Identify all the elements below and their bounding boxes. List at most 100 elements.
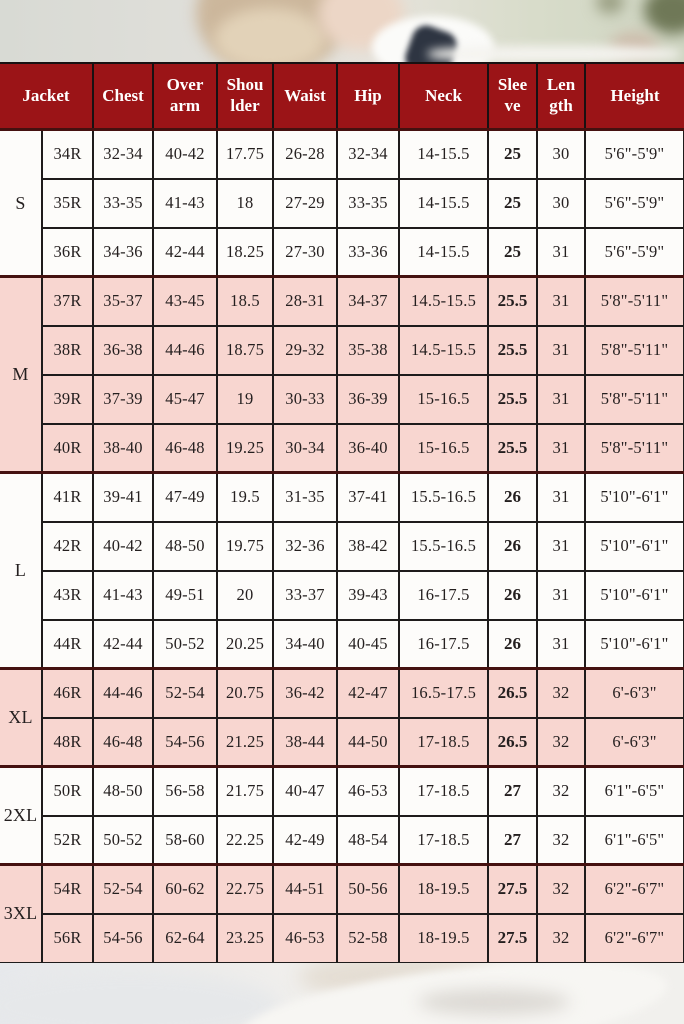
cell-length: 30 — [536, 128, 586, 180]
cell-neck: 14.5-15.5 — [398, 275, 489, 327]
cell-jacket: 56R — [41, 912, 94, 964]
cell-waist: 33-37 — [272, 569, 338, 621]
cell-hip: 50-56 — [336, 863, 400, 915]
cell-hip: 37-41 — [336, 471, 400, 523]
cell-jacket: 48R — [41, 716, 94, 768]
cell-overarm: 44-46 — [152, 324, 218, 376]
cell-jacket: 50R — [41, 765, 94, 817]
cell-shoulder: 19 — [216, 373, 274, 425]
header-row: Jacket Chest Over arm Shou lder Waist — [0, 62, 684, 131]
blurred-foliage-small — [596, 0, 624, 14]
cell-hip: 44-50 — [336, 716, 400, 768]
cell-length: 31 — [536, 324, 586, 376]
cell-waist: 44-51 — [272, 863, 338, 915]
cell-sleeve: 26 — [487, 618, 538, 670]
cell-neck: 17-18.5 — [398, 765, 489, 817]
blurred-beard-highlight — [214, 8, 326, 62]
cell-height: 5'8"-5'11" — [584, 275, 684, 327]
cell-neck: 15-16.5 — [398, 422, 489, 474]
cell-shoulder: 23.25 — [216, 912, 274, 964]
cell-shoulder: 22.75 — [216, 863, 274, 915]
cell-height: 5'6"-5'9" — [584, 226, 684, 278]
cell-overarm: 48-50 — [152, 520, 218, 572]
header-label: Over — [166, 75, 204, 95]
table-row: 44R 42-44 50-52 20.25 34-40 40-45 16-17.5 26 31 5… — [0, 618, 684, 670]
cell-hip: 46-53 — [336, 765, 400, 817]
cell-height: 5'10"-6'1" — [584, 471, 684, 523]
cell-shoulder: 20.25 — [216, 618, 274, 670]
cell-waist: 34-40 — [272, 618, 338, 670]
size-group-label: 3XL — [0, 863, 43, 964]
cell-chest: 40-42 — [92, 520, 154, 572]
cell-chest: 34-36 — [92, 226, 154, 278]
cell-chest: 42-44 — [92, 618, 154, 670]
cell-chest: 35-37 — [92, 275, 154, 327]
cell-neck: 15.5-16.5 — [398, 471, 489, 523]
cell-sleeve: 25 — [487, 226, 538, 278]
cell-height: 6'-6'3" — [584, 716, 684, 768]
cell-jacket: 40R — [41, 422, 94, 474]
cell-neck: 18-19.5 — [398, 912, 489, 964]
cell-overarm: 49-51 — [152, 569, 218, 621]
cell-chest: 54-56 — [92, 912, 154, 964]
table-row: S 34R 32-34 40-42 17.75 26-28 32-34 14-15.5 25 30… — [0, 128, 684, 278]
background-photo-top — [0, 0, 684, 62]
cell-hip: 38-42 — [336, 520, 400, 572]
header-label: Slee — [497, 75, 528, 95]
cell-waist: 28-31 — [272, 275, 338, 327]
cell-length: 31 — [536, 569, 586, 621]
cell-neck: 16-17.5 — [398, 569, 489, 621]
cell-jacket: 34R — [41, 128, 94, 180]
blurred-gray-backdrop — [0, 971, 280, 1024]
cell-waist: 31-35 — [272, 471, 338, 523]
cell-waist: 38-44 — [272, 716, 338, 768]
cell-sleeve: 27 — [487, 814, 538, 866]
cell-shoulder: 17.75 — [216, 128, 274, 180]
cell-sleeve: 25.5 — [487, 275, 538, 327]
cell-hip: 40-45 — [336, 618, 400, 670]
cell-neck: 15-16.5 — [398, 373, 489, 425]
cell-waist: 36-42 — [272, 667, 338, 719]
table-row: XL 46R 44-46 52-54 20.75 36-42 42-47 16.5-17.5 2… — [0, 667, 684, 768]
cell-chest: 41-43 — [92, 569, 154, 621]
size-group-label: 2XL — [0, 765, 43, 866]
cell-jacket: 37R — [41, 275, 94, 327]
cell-overarm: 50-52 — [152, 618, 218, 670]
cell-length: 31 — [536, 422, 586, 474]
cell-hip: 33-35 — [336, 177, 400, 229]
cell-height: 6'2"-6'7" — [584, 912, 684, 964]
cell-sleeve: 25.5 — [487, 422, 538, 474]
blurred-light-streak — [428, 46, 680, 62]
cell-length: 32 — [536, 863, 586, 915]
cell-length: 31 — [536, 618, 586, 670]
table-row: 42R 40-42 48-50 19.75 32-36 38-42 15.5-16.5 26 3… — [0, 520, 684, 572]
table-row: 36R 34-36 42-44 18.25 27-30 33-36 14-15.5 25 31 5… — [0, 226, 684, 278]
table-row: 43R 41-43 49-51 20 33-37 39-43 16-17.5 26 31 5'10… — [0, 569, 684, 621]
cell-waist: 30-33 — [272, 373, 338, 425]
cell-waist: 32-36 — [272, 520, 338, 572]
cell-chest: 32-34 — [92, 128, 154, 180]
cell-sleeve: 26 — [487, 569, 538, 621]
table-body: S 34R 32-34 40-42 17.75 26-28 32-34 14-15.5 25 30… — [0, 128, 684, 964]
cell-length: 31 — [536, 471, 586, 523]
cell-sleeve: 27.5 — [487, 863, 538, 915]
cell-chest: 39-41 — [92, 471, 154, 523]
column-header-sleeve: Slee ve — [487, 62, 538, 131]
table-row: L 41R 39-41 47-49 19.5 31-35 37-41 15.5-16.5 26 3… — [0, 471, 684, 670]
cell-overarm: 62-64 — [152, 912, 218, 964]
column-header-shoulder: Shou lder — [216, 62, 274, 131]
cell-height: 5'10"-6'1" — [584, 569, 684, 621]
cell-height: 5'8"-5'11" — [584, 422, 684, 474]
cell-sleeve: 25 — [487, 128, 538, 180]
cell-height: 5'6"-5'9" — [584, 128, 684, 180]
cell-neck: 14-15.5 — [398, 177, 489, 229]
cell-sleeve: 25.5 — [487, 324, 538, 376]
cell-chest: 33-35 — [92, 177, 154, 229]
cell-waist: 30-34 — [272, 422, 338, 474]
header-label: arm — [169, 96, 201, 115]
column-header-neck: Neck — [398, 62, 489, 131]
cell-overarm: 47-49 — [152, 471, 218, 523]
cell-shoulder: 21.75 — [216, 765, 274, 817]
cell-overarm: 54-56 — [152, 716, 218, 768]
